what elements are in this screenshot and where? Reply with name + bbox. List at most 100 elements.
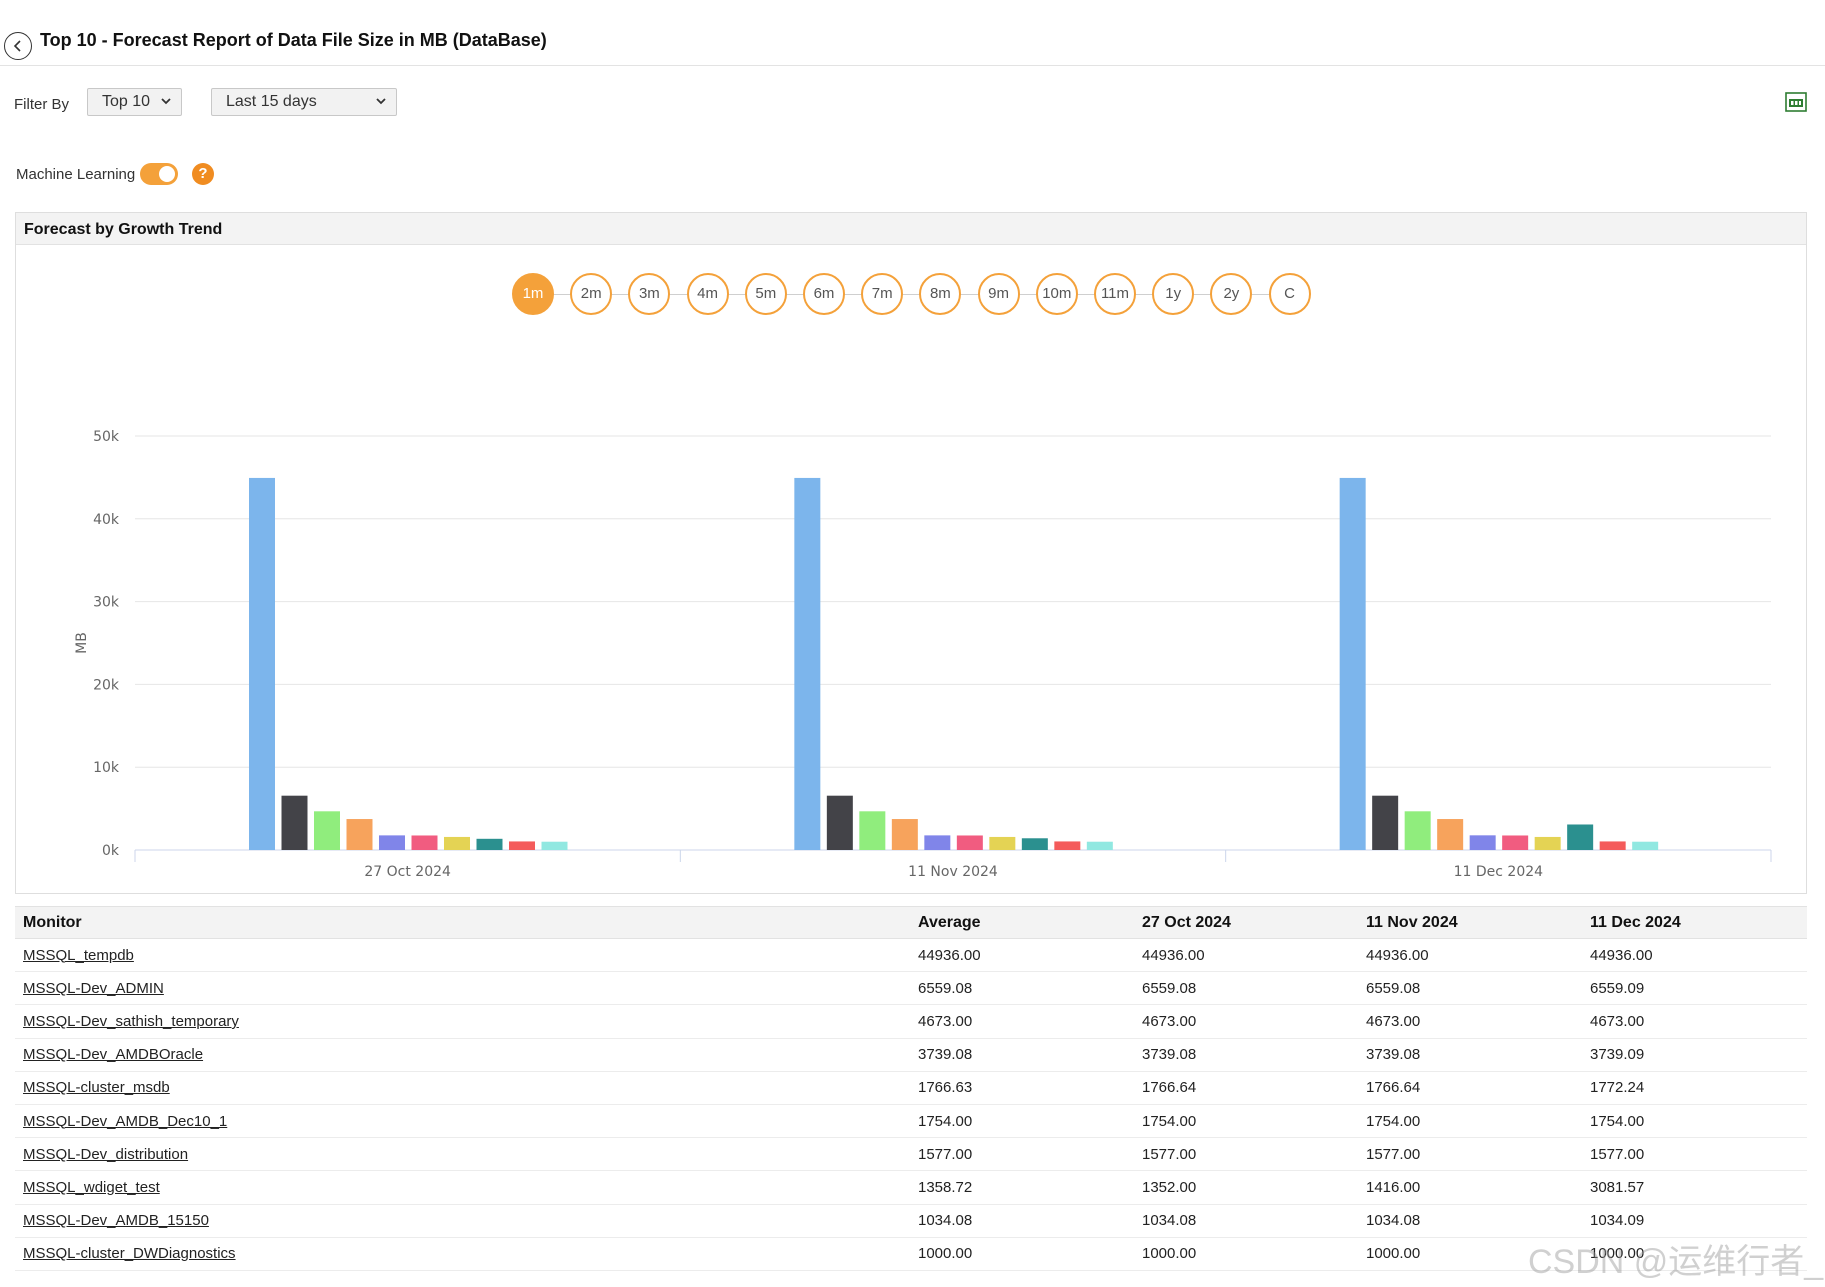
- range-button-1m[interactable]: 1m: [512, 273, 554, 315]
- value-cell: 1358.72: [910, 1170, 1134, 1205]
- table-row: MSSQL-Dev_distribution 1577.00 1577.00 1577…: [15, 1137, 1807, 1172]
- bar: [826, 795, 853, 850]
- value-cell: 1754.00: [1358, 1104, 1582, 1139]
- monitor-cell: MSSQL_tempdb: [15, 938, 910, 973]
- bar: [346, 819, 373, 850]
- bar: [989, 836, 1016, 850]
- value-cell: 4673.00: [910, 1004, 1134, 1039]
- value-cell: 1034.08: [910, 1204, 1134, 1238]
- range-button-8m[interactable]: 8m: [919, 273, 962, 315]
- monitor-link[interactable]: MSSQL-Dev_AMDBOracle: [23, 1046, 204, 1064]
- value-cell: 3739.08: [1358, 1038, 1582, 1072]
- bar: [1372, 795, 1399, 850]
- monitor-cell: MSSQL-Dev_distribution: [15, 1137, 910, 1172]
- toggle-knob: [159, 166, 175, 182]
- range-button-6m[interactable]: 6m: [803, 273, 845, 315]
- table-row: MSSQL-Dev_AMDBOracle 3739.08 3739.08 3739.0…: [15, 1038, 1807, 1072]
- value-cell: 1577.00: [910, 1137, 1134, 1172]
- value-cell: 1754.00: [1134, 1104, 1358, 1139]
- table-row: MSSQL-cluster_DWDiagnostics 1000.00 1000.0…: [15, 1237, 1807, 1271]
- monitor-link[interactable]: MSSQL_tempdb: [23, 946, 134, 964]
- table-row: MSSQL-Dev_ADMIN 6559.08 6559.08 6559.08 6559…: [15, 971, 1807, 1006]
- bar: [1054, 841, 1081, 850]
- bar: [444, 836, 470, 850]
- chevron-down-icon: [376, 98, 386, 105]
- value-cell: 3081.57: [1582, 1170, 1807, 1205]
- range-button-9m[interactable]: 9m: [977, 273, 1020, 315]
- value-cell: 1000.00: [1358, 1237, 1582, 1271]
- bar: [1534, 836, 1561, 850]
- machine-learning-toggle[interactable]: [140, 163, 178, 185]
- range-button-4m[interactable]: 4m: [686, 273, 729, 315]
- bar: [411, 835, 438, 850]
- value-cell: 1352.00: [1134, 1170, 1358, 1205]
- monitor-cell: MSSQL-cluster_DWDiagnostics: [15, 1237, 910, 1271]
- bar: [1404, 811, 1431, 850]
- monitor-link[interactable]: MSSQL-Dev_distribution: [23, 1145, 189, 1163]
- value-cell: 1416.00: [1358, 1170, 1582, 1205]
- bar: [1632, 841, 1659, 850]
- page-header: Top 10 - Forecast Report of Data File Si…: [0, 22, 1825, 66]
- back-button[interactable]: [4, 32, 32, 60]
- value-cell: 1000.00: [1134, 1237, 1358, 1271]
- range-button-2y[interactable]: 2y: [1210, 273, 1253, 315]
- bar: [1339, 477, 1366, 850]
- range-button-5m[interactable]: 5m: [744, 273, 787, 315]
- range-button-2m[interactable]: 2m: [570, 273, 613, 315]
- monitor-cell: MSSQL-Dev_sathish_temporary: [15, 1004, 910, 1039]
- bar: [314, 811, 340, 850]
- chevron-left-icon: [13, 40, 21, 52]
- table-row: MSSQL-Dev_AMDB_Dec10_1 1754.00 1754.00 1754…: [15, 1104, 1807, 1139]
- monitor-link[interactable]: MSSQL-cluster_DWDiagnostics: [23, 1245, 236, 1263]
- forecast-panel: Forecast by Growth Trend 1m 2m 3m 4m 5m 6m 7m 8…: [15, 212, 1807, 894]
- monitor-link[interactable]: MSSQL-cluster_msdb: [23, 1079, 170, 1097]
- value-cell: 1766.64: [1134, 1071, 1358, 1105]
- page-title: Top 10 - Forecast Report of Data File Si…: [40, 30, 547, 50]
- csv-export-icon[interactable]: [1785, 92, 1807, 112]
- monitor-link[interactable]: MSSQL_wdiget_test: [23, 1178, 160, 1196]
- range-button-1y[interactable]: 1y: [1152, 273, 1195, 315]
- table-header-row: Monitor Average 27 Oct 2024 11 Nov 2024 11 D…: [15, 906, 1807, 939]
- range-button-10m[interactable]: 10m: [1035, 273, 1078, 315]
- top-count-select[interactable]: Top 10: [87, 88, 182, 116]
- value-cell: 1754.00: [1582, 1104, 1807, 1139]
- watermark: CSDN @运维行者_: [1528, 1243, 1824, 1281]
- range-button-7m[interactable]: 7m: [861, 273, 904, 315]
- monitor-cell: MSSQL-Dev_AMDBOracle: [15, 1038, 910, 1072]
- range-button-3m[interactable]: 3m: [628, 273, 671, 315]
- bar: [281, 795, 308, 850]
- x-tick-label: 11 Nov 2024: [908, 864, 998, 880]
- range-selector: 1m 2m 3m 4m 5m 6m 7m 8m 9m 10m 11m 1y 2y C: [16, 273, 1806, 317]
- value-cell: 1034.09: [1582, 1204, 1807, 1238]
- bar: [1502, 835, 1529, 850]
- monitor-link[interactable]: MSSQL-Dev_AMDB_15150: [23, 1212, 209, 1230]
- chevron-down-icon: [161, 98, 171, 105]
- value-cell: 1000.00: [910, 1237, 1134, 1271]
- monitor-link[interactable]: MSSQL-Dev_sathish_temporary: [23, 1012, 239, 1030]
- range-button-C[interactable]: C: [1268, 273, 1311, 315]
- column-header: 11 Dec 2024: [1582, 906, 1807, 939]
- bar: [541, 841, 568, 850]
- value-cell: 4673.00: [1134, 1004, 1358, 1039]
- column-header: Monitor: [15, 906, 910, 939]
- value-cell: 44936.00: [910, 938, 1134, 973]
- value-cell: 1034.08: [1358, 1204, 1582, 1238]
- period-select[interactable]: Last 15 days: [211, 88, 397, 116]
- forecast-table: Monitor Average 27 Oct 2024 11 Nov 2024 11 D…: [15, 906, 1807, 1271]
- help-icon[interactable]: ?: [192, 163, 214, 185]
- range-button-11m[interactable]: 11m: [1094, 273, 1136, 315]
- column-header: 27 Oct 2024: [1134, 906, 1358, 939]
- y-tick-label: 50k: [93, 429, 120, 445]
- monitor-link[interactable]: MSSQL-Dev_AMDB_Dec10_1: [23, 1112, 228, 1130]
- column-header: 11 Nov 2024: [1358, 906, 1582, 939]
- filter-label: Filter By: [14, 96, 70, 113]
- value-cell: 44936.00: [1582, 938, 1807, 973]
- value-cell: 44936.00: [1358, 938, 1582, 973]
- y-tick-label: 10k: [93, 760, 120, 776]
- bar: [1567, 824, 1594, 850]
- monitor-cell: MSSQL-Dev_AMDB_15150: [15, 1204, 910, 1238]
- monitor-link[interactable]: MSSQL-Dev_ADMIN: [23, 979, 164, 997]
- value-cell: 1577.00: [1358, 1137, 1582, 1172]
- table-row: MSSQL_wdiget_test 1358.72 1352.00 1416.00 30…: [15, 1170, 1807, 1205]
- value-cell: 1000.00: [1582, 1237, 1807, 1271]
